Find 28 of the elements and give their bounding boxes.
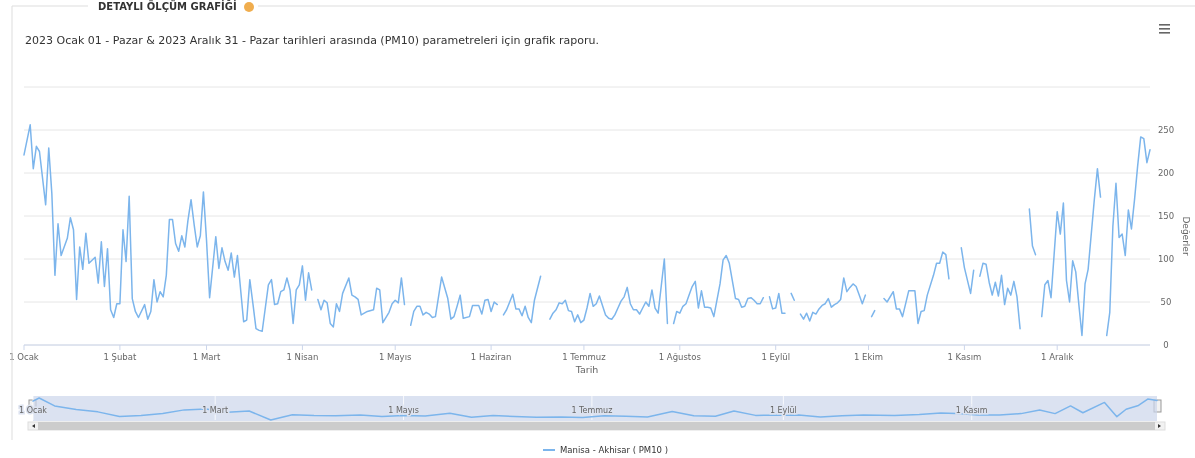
x-tick-label: 1 Ağustos xyxy=(658,352,702,362)
chart-subtitle: 2023 Ocak 01 - Pazar & 2023 Aralık 31 - Pazar tarihleri arasında (PM10) parametreleri için grafik raporu. xyxy=(25,34,599,47)
x-tick-label: 1 Temmuz xyxy=(562,352,607,362)
x-axis-title: Tarih xyxy=(574,364,599,375)
x-tick-label: 1 Mayıs xyxy=(388,406,419,415)
x-tick-label: 1 Mayıs xyxy=(378,352,413,362)
x-tick-label: 1 Nisan xyxy=(286,352,319,362)
x-tick-label: 1 Eylül xyxy=(769,406,797,415)
x-tick-label: 1 Temmuz xyxy=(571,406,613,415)
x-tick-label: 1 Kasım xyxy=(947,352,982,362)
x-tick-label: 1 Eylül xyxy=(761,352,791,362)
y-tick-label: 100 xyxy=(1157,254,1175,264)
y-tick-label: 200 xyxy=(1157,168,1175,178)
y-tick-label: 150 xyxy=(1157,211,1175,221)
x-tick-label: 1 Aralık xyxy=(1041,352,1074,362)
chart-title: DETAYLI ÖLÇÜM GRAFİĞİ xyxy=(98,0,237,12)
y-tick-label: 0 xyxy=(1163,340,1169,350)
x-tick-label: 1 Kasım xyxy=(955,406,988,415)
y-axis-title: Değerler xyxy=(1181,216,1191,256)
x-tick-label: 1 Ocak xyxy=(9,352,39,362)
x-tick-label: 1 Mart xyxy=(192,352,221,362)
y-tick-label: 250 xyxy=(1157,125,1175,135)
legend-label: Manisa - Akhisar ( PM10 ) xyxy=(560,445,669,455)
x-tick-label: 1 Ocak xyxy=(19,406,48,415)
y-tick-label: 50 xyxy=(1160,297,1172,307)
x-tick-label: 1 Ekim xyxy=(853,352,884,362)
x-tick-label: 1 Haziran xyxy=(470,352,512,362)
x-tick-label: 1 Şubat xyxy=(103,352,137,362)
